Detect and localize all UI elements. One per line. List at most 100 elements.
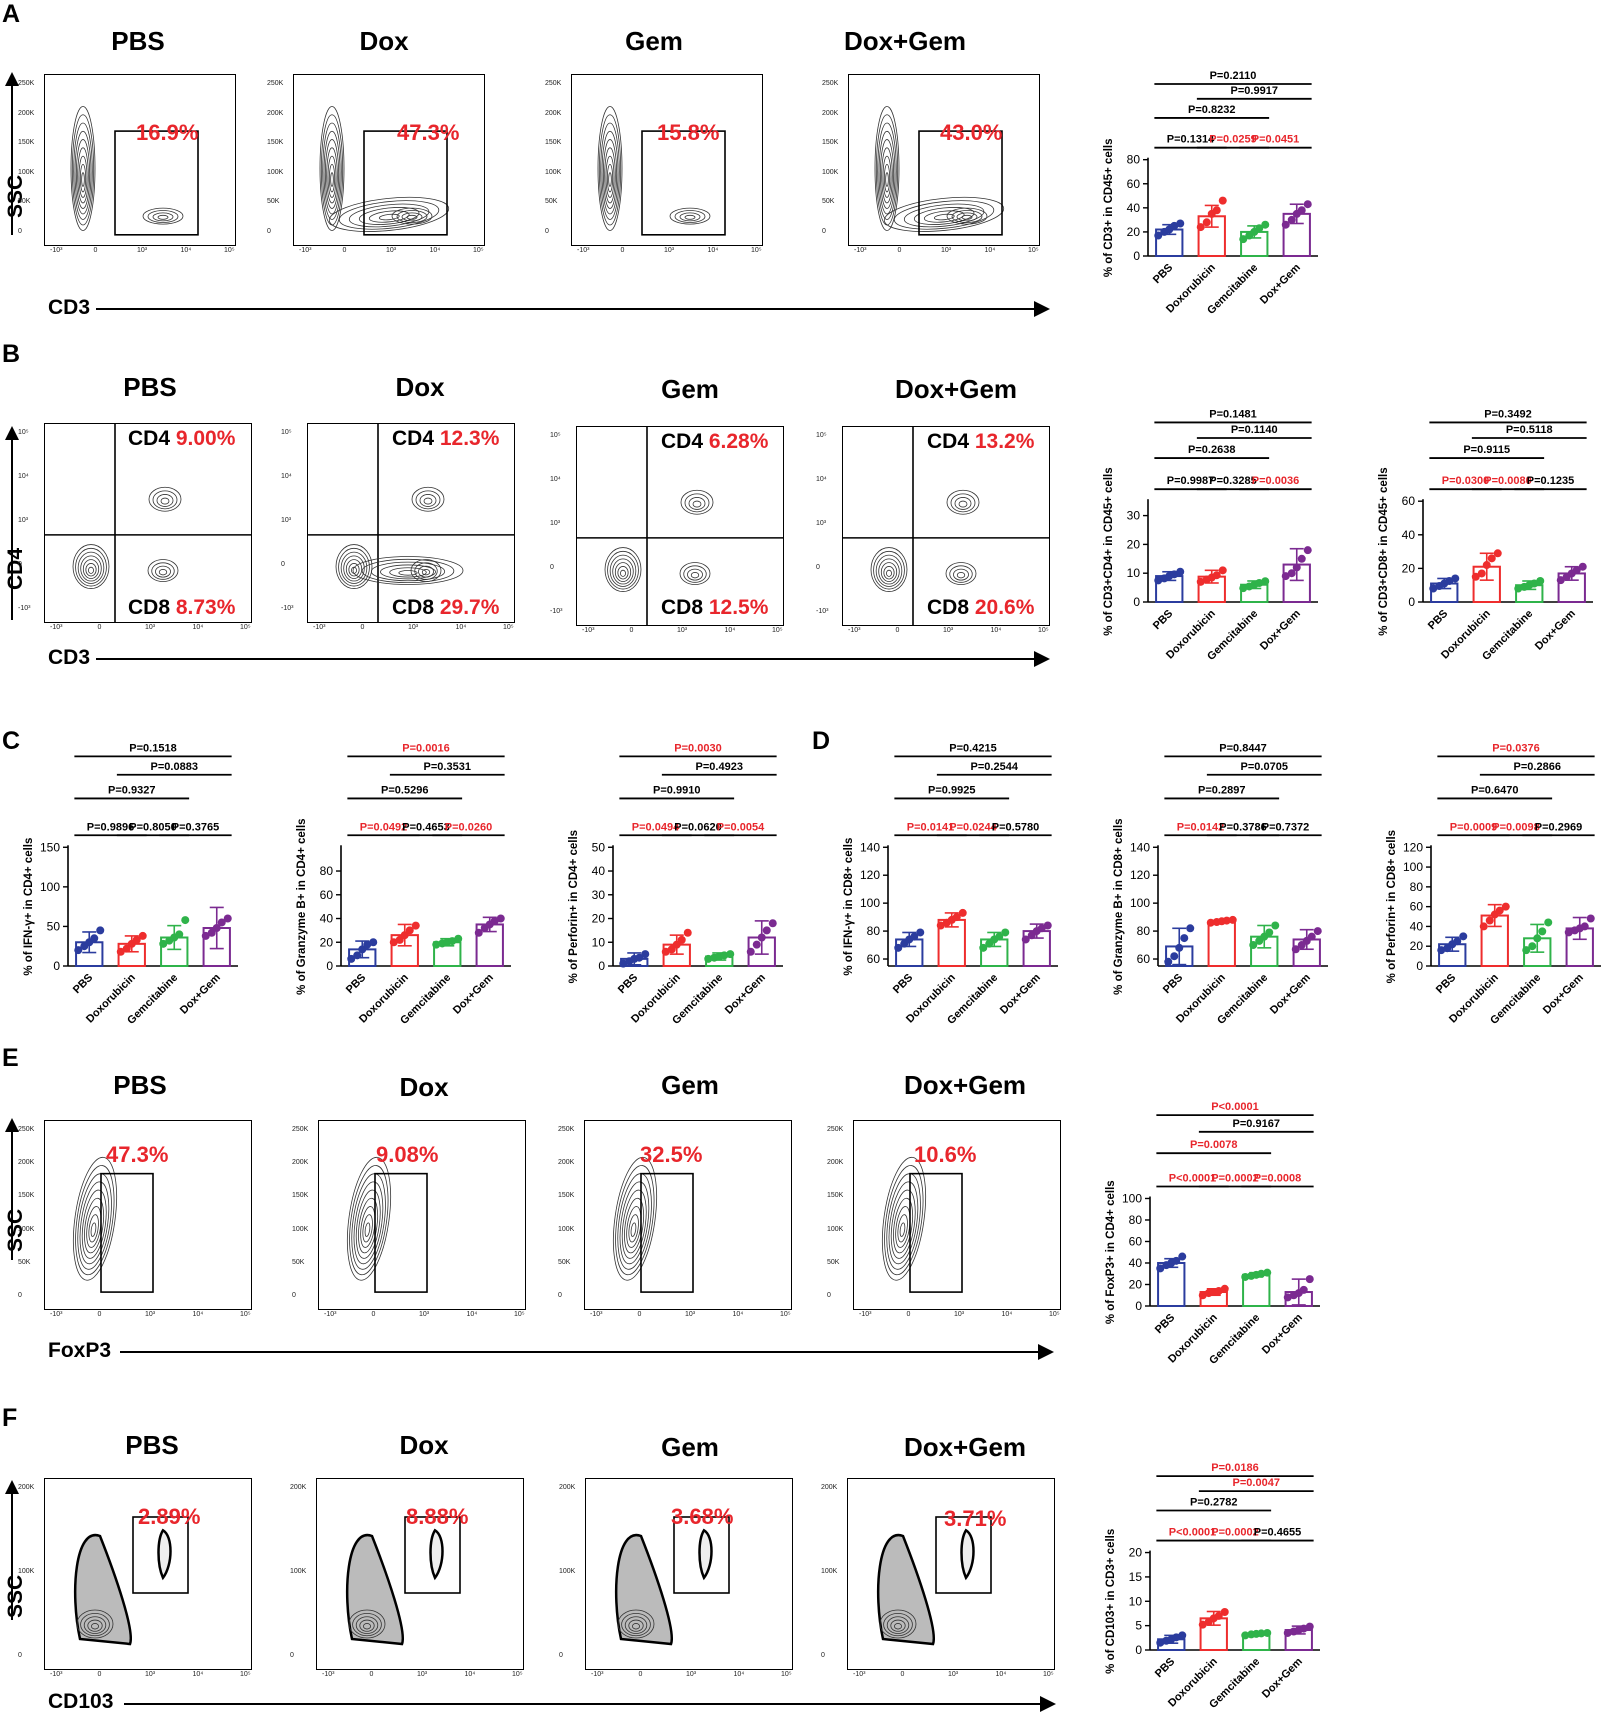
y-tick-label: 10	[592, 935, 606, 949]
p-value-label: P=0.5296	[381, 784, 428, 796]
gate-box	[935, 1516, 992, 1594]
x-tick-label: Dox+Gem	[1260, 1655, 1305, 1700]
contour-line	[605, 155, 615, 198]
contour-line	[602, 139, 618, 209]
x-tick-label: 0	[97, 1311, 102, 1318]
data-point	[916, 928, 925, 937]
data-point	[762, 926, 771, 935]
x-tick-label: 10⁵	[1043, 1671, 1054, 1678]
data-point	[1255, 224, 1264, 233]
contour-line	[359, 1619, 375, 1632]
x-tick-label: PBS	[71, 972, 95, 996]
y-tick-label: 80	[1129, 1213, 1143, 1227]
y-tick-label: 100K	[545, 168, 562, 176]
contour-line	[683, 565, 707, 583]
x-tick-label: 10⁵	[240, 624, 251, 631]
y-tick-label: 50K	[822, 198, 835, 206]
data-point	[1239, 584, 1248, 593]
contour-line	[884, 1165, 924, 1276]
contour-line	[322, 122, 342, 220]
contour-line	[886, 1173, 921, 1270]
data-point	[369, 938, 378, 947]
contour-line	[945, 562, 977, 585]
data-point	[1514, 584, 1523, 593]
density-blob	[876, 1533, 936, 1646]
contour-line	[338, 200, 440, 230]
y-tick-label: 10⁴	[281, 473, 292, 480]
density-blob	[157, 1528, 172, 1581]
data-point	[1156, 1264, 1165, 1273]
y-tick-label: 150K	[18, 139, 35, 147]
p-value-label: P=0.9987	[1167, 475, 1214, 487]
data-point	[1196, 223, 1205, 232]
y-tick-label: 5	[1135, 1619, 1142, 1633]
x-tick-label: 0	[97, 1671, 102, 1678]
facs-plot	[44, 74, 236, 246]
data-point	[1580, 922, 1589, 931]
y-tick-label: 20	[320, 935, 334, 949]
p-value-label: P=0.9896	[87, 821, 134, 833]
contour-line	[81, 172, 85, 187]
contour-line	[956, 212, 978, 222]
contour-line	[897, 1214, 908, 1243]
y-tick-label: 200K	[18, 1159, 35, 1167]
y-axis-title: % of IFN-γ+ in CD4+ cells	[23, 838, 35, 976]
y-tick-label: 250K	[18, 80, 35, 87]
data-point	[347, 954, 356, 963]
contour-line	[319, 106, 345, 231]
x-tick-label: -10³	[591, 1671, 604, 1678]
contour-line	[607, 550, 639, 590]
contour-line	[883, 163, 891, 193]
y-tick-label: 250K	[558, 1126, 575, 1133]
data-point	[207, 928, 216, 937]
p-value-label: P=0.0259	[1209, 134, 1256, 146]
data-point	[116, 947, 125, 956]
contour-line	[621, 1612, 651, 1637]
data-point	[704, 954, 713, 963]
p-value-label: P=0.6470	[1471, 784, 1518, 796]
y-tick-label: 60	[1402, 494, 1416, 508]
data-point	[1180, 934, 1189, 943]
group-title-pbs: PBS	[111, 26, 165, 56]
y-tick-label: 0	[18, 228, 22, 235]
x-tick-label: 10⁵	[781, 1671, 792, 1678]
contour-line	[628, 1214, 639, 1243]
y-tick-label: 150K	[18, 1192, 35, 1200]
contour-line	[358, 207, 420, 225]
data-point	[1043, 921, 1052, 930]
p-value-label: P=0.8232	[1188, 104, 1235, 116]
contour-line	[346, 1156, 392, 1281]
y-tick-label: 40	[1410, 919, 1424, 933]
x-tick-label: Dox+Gem	[1260, 1311, 1305, 1356]
data-point	[490, 916, 499, 925]
x-tick-label: Dox+Gem	[723, 971, 768, 1016]
panel-letter-a: A	[2, 0, 21, 28]
x-tick-label: 0	[895, 627, 900, 634]
chart-svg: 0 10 20 30 % of CD3+CD4+ in CD45+ cells PBS Do…	[1103, 408, 1318, 663]
y-tick-label: 150K	[267, 139, 284, 147]
data-point	[1206, 918, 1215, 927]
density-blob	[698, 1528, 713, 1581]
bar-chart: 0 20 40 60 80 % of Granzyme B+ in CD4+ cells P…	[283, 740, 548, 1030]
contour-line	[158, 569, 168, 576]
axis-label-cd3: CD3	[48, 646, 91, 669]
data-point	[1459, 932, 1468, 941]
contour-line	[340, 551, 368, 584]
contour-line	[879, 139, 895, 209]
facs-svg	[577, 427, 783, 625]
density-blob	[960, 1528, 975, 1581]
x-tick-label: 10⁵	[240, 1311, 251, 1318]
x-tick-label: -10³	[50, 1311, 63, 1318]
p-value-label: P<0.0001	[1169, 1527, 1216, 1539]
y-tick-label: 100K	[18, 168, 35, 176]
p-value-label: P=0.0376	[1492, 742, 1539, 754]
gate-percent: 43.0%	[940, 120, 1003, 145]
gate-percent: 47.3%	[106, 1142, 169, 1167]
data-point	[1257, 1629, 1266, 1638]
contour-line	[328, 196, 450, 232]
x-tick-label: 10⁴	[724, 627, 736, 634]
facs-svg	[73, 1516, 189, 1646]
y-tick-label: 0	[281, 561, 285, 568]
